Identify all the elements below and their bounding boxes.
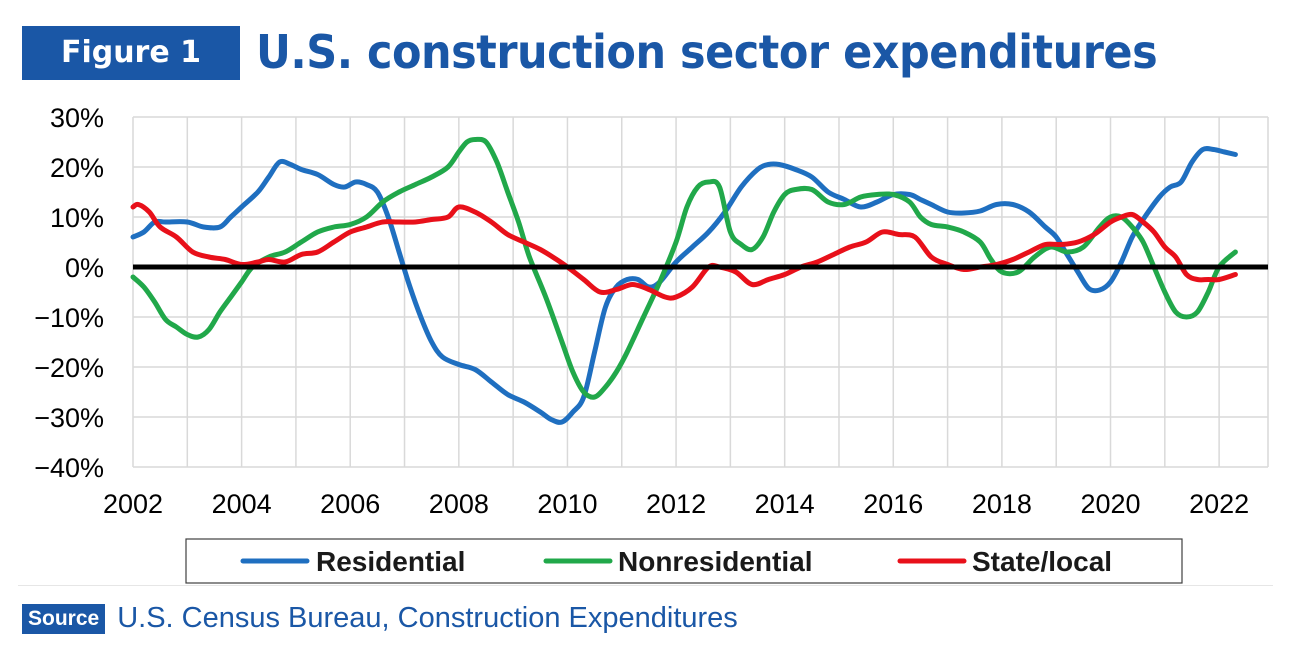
legend-label-state-local: State/local	[972, 546, 1112, 577]
legend-label-residential: Residential	[316, 546, 465, 577]
source-text: U.S. Census Bureau, Construction Expendi…	[117, 602, 738, 634]
y-tick-label: 10%	[50, 203, 104, 233]
series-line-nonresidential	[130, 136, 1238, 400]
y-tick-label: −20%	[34, 353, 104, 383]
series-line-residential	[130, 145, 1238, 425]
source-note: Source U.S. Census Bureau, Construction …	[22, 602, 738, 635]
y-tick-label: −30%	[34, 403, 104, 433]
x-axis-ticks: 2002 2004 2006 2008 2010 2012 2014 2016 2018 2020…	[103, 489, 1249, 519]
x-tick-label: 2016	[863, 489, 923, 519]
x-tick-label: 2010	[537, 489, 597, 519]
x-tick-label: 2014	[755, 489, 815, 519]
x-tick-label: 2006	[320, 489, 380, 519]
legend-label-nonresidential: Nonresidential	[618, 546, 812, 577]
legend-box	[185, 538, 1183, 584]
series-line-state-local	[130, 201, 1238, 301]
chart-title: U.S. construction sector expenditures	[256, 25, 1158, 80]
x-tick-label: 2012	[646, 489, 706, 519]
x-tick-label: 2022	[1189, 489, 1249, 519]
y-tick-label: 30%	[50, 103, 104, 133]
figure-header: Figure 1 U.S. construction sector expend…	[22, 25, 1158, 80]
line-chart: 30% 20% 10% 0% −10% −20% −30% −40% 2002 2004 2006…	[34, 103, 1269, 584]
x-tick-label: 2002	[103, 489, 163, 519]
source-label: Source	[22, 603, 106, 634]
x-tick-label: 2008	[429, 489, 489, 519]
x-tick-label: 2020	[1080, 489, 1140, 519]
figure-label: Figure 1	[22, 26, 240, 80]
divider	[18, 585, 1273, 586]
y-tick-label: −10%	[34, 303, 104, 333]
y-tick-label: −40%	[34, 453, 104, 483]
y-tick-label: 0%	[65, 253, 104, 283]
x-tick-label: 2004	[212, 489, 272, 519]
y-axis-ticks: 30% 20% 10% 0% −10% −20% −30% −40%	[34, 103, 104, 483]
y-tick-label: 20%	[50, 153, 104, 183]
series-layer	[130, 136, 1238, 425]
x-tick-label: 2018	[972, 489, 1032, 519]
legend: Residential Nonresidential State/local	[185, 538, 1183, 584]
